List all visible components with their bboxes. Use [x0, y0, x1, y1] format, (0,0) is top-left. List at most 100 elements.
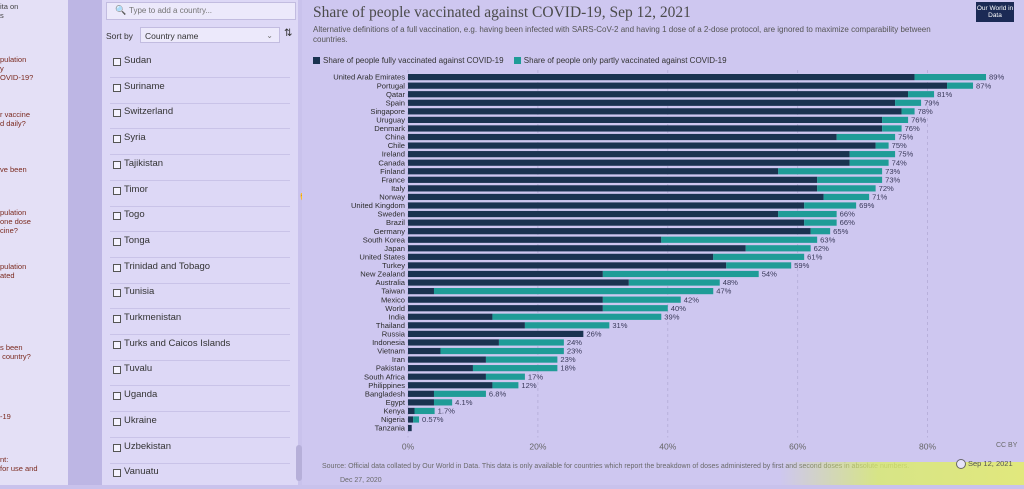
country-checkbox[interactable] [113, 160, 121, 169]
bar-partly-vaccinated [726, 262, 792, 269]
country-search-box[interactable]: 🔍 [106, 2, 296, 20]
bar-total-label: 73% [885, 167, 900, 176]
bar-partly-vaccinated [485, 356, 558, 363]
country-label: Togo [124, 209, 145, 221]
country-checkbox[interactable] [113, 289, 121, 298]
category-label: Tanzania [375, 424, 406, 433]
country-checkbox[interactable] [113, 315, 121, 323]
owid-logo[interactable]: Our World in Data [976, 2, 1014, 22]
bar-partly-vaccinated [882, 116, 909, 123]
background-text-fragment: nt: for use and [0, 455, 38, 473]
legend-item-partial[interactable]: Share of people only partly vaccinated a… [513, 56, 727, 65]
bar-total-label: 26% [586, 330, 601, 339]
license-link[interactable]: CC BY [996, 442, 1018, 449]
country-checkbox[interactable] [113, 109, 121, 118]
category-label: Russia [382, 330, 406, 339]
sidebar-scrollbar[interactable] [296, 445, 302, 481]
bar-fully-vaccinated [408, 424, 412, 432]
country-list-item[interactable]: Vanuatu [110, 463, 290, 489]
bar-total-label: 76% [911, 116, 926, 125]
bar-fully-vaccinated [408, 330, 584, 337]
country-list-item[interactable]: Togo [110, 206, 290, 233]
country-label: Tunisia [124, 286, 155, 298]
bar-fully-vaccinated [408, 245, 746, 252]
country-list-item[interactable]: Syria [110, 129, 290, 156]
country-list-item[interactable]: Timor [110, 181, 290, 207]
bar-partly-vaccinated [485, 373, 525, 380]
country-checkbox[interactable] [113, 186, 121, 195]
country-checkbox[interactable] [113, 417, 121, 426]
country-list-item[interactable]: Turkmenistan [110, 309, 290, 335]
country-checkbox[interactable] [113, 392, 121, 401]
sort-order-toggle-icon[interactable]: ⇅ [284, 28, 293, 39]
country-checkbox[interactable] [113, 212, 121, 221]
country-list-item[interactable]: Switzerland [110, 103, 290, 130]
bar-partly-vaccinated [778, 168, 883, 175]
bar-partly-vaccinated [661, 236, 818, 243]
category-label: Indonesia [372, 338, 406, 347]
bar-fully-vaccinated [408, 91, 909, 98]
bar-partly-vaccinated [895, 99, 922, 106]
country-label: Tonga [124, 234, 150, 246]
bar-total-label: 0.57% [422, 415, 444, 424]
bar-fully-vaccinated [408, 193, 824, 201]
bar-total-label: 75% [898, 133, 913, 142]
country-search-input[interactable] [129, 4, 289, 17]
category-label: Singapore [370, 107, 405, 116]
bar-total-label: 40% [671, 304, 686, 313]
bar-fully-vaccinated [408, 168, 779, 175]
chart-source-note: Source: Official data collated by Our Wo… [322, 463, 910, 470]
country-checkbox[interactable] [113, 469, 121, 478]
category-label: Spain [386, 98, 405, 107]
bar-partly-vaccinated [414, 407, 435, 415]
bar-total-label: 18% [560, 364, 575, 373]
country-list-item[interactable]: Tajikistan [110, 155, 290, 181]
timeline-play-button[interactable] [956, 459, 966, 469]
sort-by-value: Country name [145, 31, 199, 41]
country-checkbox[interactable] [113, 58, 121, 66]
country-list-item[interactable]: Uzbekistan [110, 438, 290, 464]
x-tick-label: 40% [659, 442, 676, 452]
country-label: Ukraine [124, 414, 157, 426]
country-checkbox[interactable] [113, 237, 121, 246]
bar-partly-vaccinated [947, 82, 974, 89]
country-list-item[interactable]: Suriname [110, 78, 290, 104]
category-label: Egypt [386, 398, 406, 407]
sort-by-select[interactable]: Country name ⌄ [140, 27, 280, 43]
country-checkbox[interactable] [113, 263, 121, 272]
bar-fully-vaccinated [408, 305, 603, 312]
country-selector-sidebar: 🔍 Sort by Country name ⌄ ⇅ Sudan Suriname… [102, 0, 314, 489]
bar-fully-vaccinated [408, 322, 525, 329]
bar-fully-vaccinated [408, 219, 805, 226]
country-checkbox[interactable] [113, 135, 121, 144]
country-list-item[interactable]: Turks and Caicos Islands [110, 335, 290, 361]
country-list-item[interactable]: Tuvalu [110, 360, 290, 387]
bar-fully-vaccinated [408, 399, 434, 406]
country-list-item[interactable]: Tunisia [110, 283, 290, 310]
bar-total-label: 42% [684, 295, 699, 304]
bar-partly-vaccinated [433, 390, 486, 397]
bar-fully-vaccinated [408, 185, 818, 192]
country-checkbox[interactable] [113, 83, 121, 92]
bar-fully-vaccinated [408, 407, 415, 415]
bar-fully-vaccinated [408, 74, 915, 81]
bar-total-label: 66% [840, 210, 855, 219]
timeline-slider[interactable]: Dec 27, 2020 Sep 12, 2021 [330, 459, 1020, 485]
category-label: India [389, 312, 406, 321]
category-label: Pakistan [376, 364, 405, 373]
country-list-item[interactable]: Sudan [110, 52, 290, 78]
country-list-item[interactable]: Ukraine [110, 412, 290, 438]
country-list-item[interactable]: Tonga [110, 232, 290, 258]
country-checkbox[interactable] [113, 340, 121, 349]
country-checkbox[interactable] [113, 443, 121, 452]
panel-gap [68, 0, 102, 485]
bar-partly-vaccinated [498, 339, 564, 346]
legend-item-full[interactable]: Share of people fully vaccinated against… [313, 56, 504, 65]
country-list-item[interactable]: Uganda [110, 386, 290, 413]
background-page-fragment: ita on s pulation y OVID-19? r vaccine d d… [0, 0, 69, 485]
bar-fully-vaccinated [408, 133, 837, 141]
bar-partly-vaccinated [433, 399, 453, 406]
country-list-item[interactable]: Trinidad and Tobago [110, 258, 290, 284]
category-label: Denmark [374, 124, 405, 133]
country-checkbox[interactable] [113, 366, 121, 375]
